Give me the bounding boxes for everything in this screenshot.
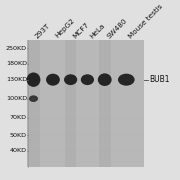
- Ellipse shape: [31, 97, 36, 100]
- Ellipse shape: [64, 74, 77, 85]
- Ellipse shape: [68, 78, 74, 82]
- Text: 130KD: 130KD: [6, 77, 27, 82]
- Bar: [99, 40, 111, 167]
- Bar: [47, 40, 59, 167]
- Text: 40KD: 40KD: [10, 148, 27, 153]
- Text: BUB1: BUB1: [149, 75, 170, 84]
- Ellipse shape: [98, 73, 112, 86]
- Text: HeLa: HeLa: [88, 22, 105, 39]
- Ellipse shape: [46, 74, 60, 86]
- Bar: [28, 40, 144, 167]
- Ellipse shape: [118, 74, 135, 86]
- Ellipse shape: [81, 74, 94, 85]
- Text: 70KD: 70KD: [10, 115, 27, 120]
- Text: 100KD: 100KD: [6, 96, 27, 101]
- Bar: [65, 40, 76, 167]
- Bar: [119, 40, 134, 167]
- Ellipse shape: [27, 73, 40, 87]
- Text: 293T: 293T: [34, 22, 51, 39]
- Ellipse shape: [122, 77, 130, 82]
- Text: MCF7: MCF7: [71, 21, 90, 39]
- Text: SW480: SW480: [106, 17, 128, 39]
- Text: 50KD: 50KD: [10, 132, 27, 138]
- Ellipse shape: [101, 77, 108, 82]
- Ellipse shape: [84, 78, 91, 82]
- Text: 180KD: 180KD: [6, 61, 27, 66]
- Text: 250KD: 250KD: [6, 46, 27, 51]
- Bar: [82, 40, 93, 167]
- Text: HepG2: HepG2: [54, 17, 76, 39]
- Bar: [28, 40, 39, 167]
- Ellipse shape: [29, 95, 38, 102]
- Ellipse shape: [30, 77, 37, 82]
- Text: Mouse testis: Mouse testis: [127, 3, 164, 39]
- Ellipse shape: [50, 77, 56, 82]
